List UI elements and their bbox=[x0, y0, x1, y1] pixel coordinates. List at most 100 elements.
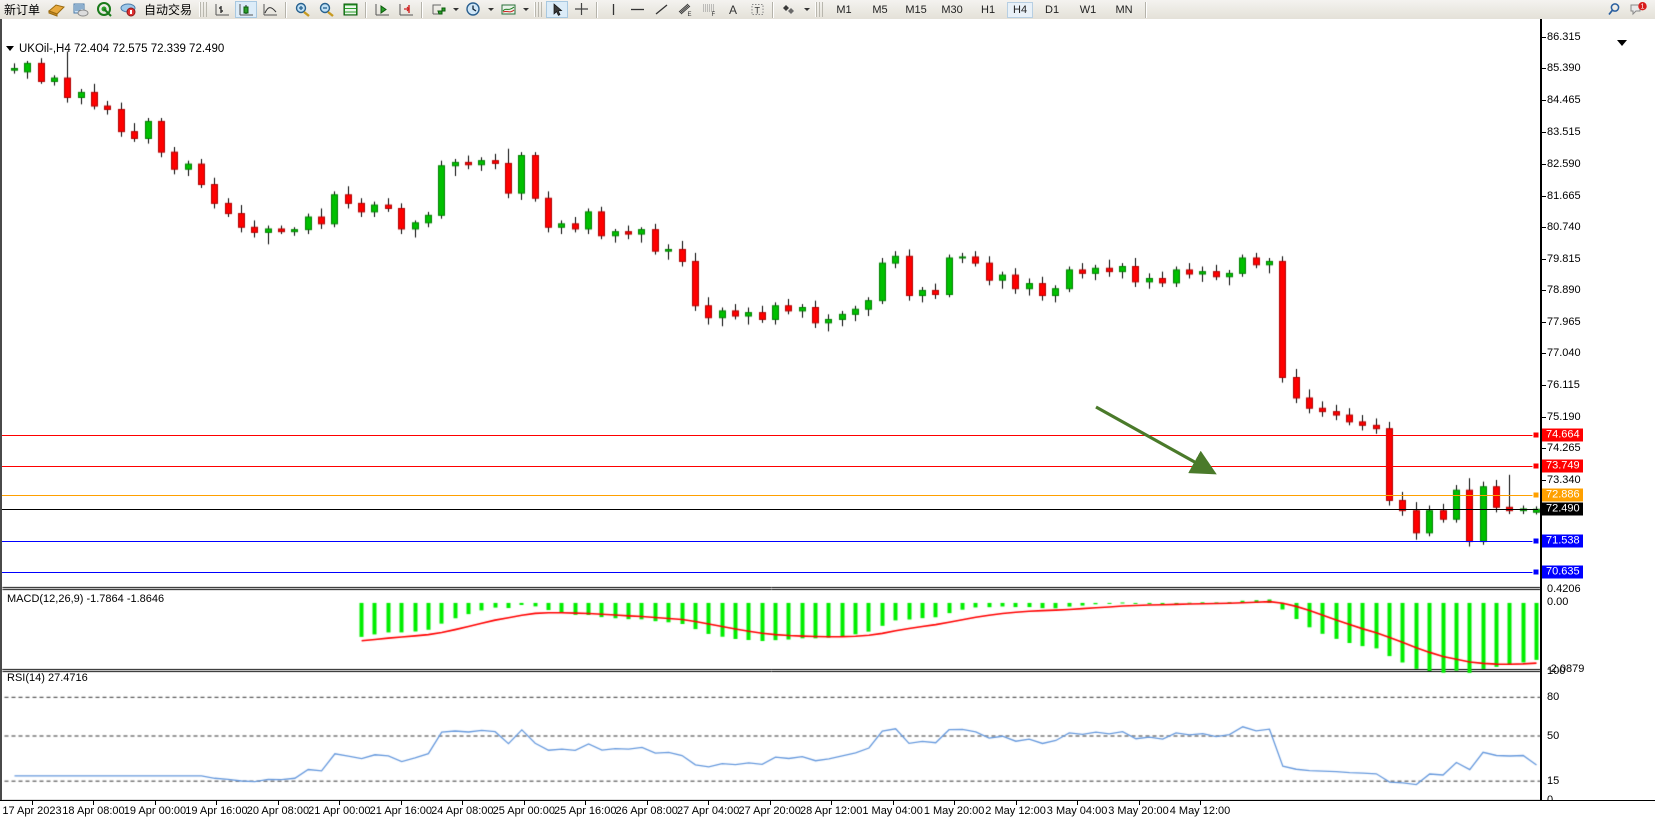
time-tick-mark bbox=[523, 801, 525, 805]
fibonacci-icon[interactable]: F bbox=[698, 1, 720, 18]
timeframe-m15[interactable]: M15 bbox=[905, 3, 927, 16]
price-tick: 83.515 bbox=[1542, 126, 1581, 138]
period-icon[interactable] bbox=[462, 1, 484, 18]
tick-mark bbox=[1542, 290, 1546, 292]
trend-arrow-annotation[interactable] bbox=[1092, 403, 1222, 483]
toolbar-separator bbox=[772, 1, 775, 18]
rsi-tick: 15 bbox=[1547, 774, 1560, 787]
bar-chart-icon[interactable] bbox=[211, 1, 233, 18]
time-tick-label: 18 Apr 08:00 bbox=[62, 805, 125, 817]
timeframe-m30[interactable]: M30 bbox=[941, 3, 963, 16]
panel-collapse-icon[interactable] bbox=[1617, 40, 1627, 46]
svg-text:F: F bbox=[711, 12, 715, 17]
new-order-button[interactable]: 新订单 bbox=[4, 3, 41, 17]
price-tick: 76.115 bbox=[1542, 379, 1580, 391]
timeframe-d1[interactable]: D1 bbox=[1045, 3, 1060, 16]
price-level-handle[interactable] bbox=[1532, 491, 1540, 499]
chevron-down-icon[interactable] bbox=[520, 1, 531, 18]
data-window-icon[interactable] bbox=[339, 1, 361, 18]
price-tick: 78.890 bbox=[1542, 284, 1581, 296]
trendline-icon[interactable] bbox=[650, 1, 672, 18]
chart-area[interactable]: UKOil-,H4 72.404 72.575 72.339 72.490 MA… bbox=[0, 19, 1655, 823]
shapes-icon[interactable] bbox=[778, 1, 800, 18]
timeframe-mn[interactable]: MN bbox=[1115, 3, 1133, 16]
timeframe-m5[interactable]: M5 bbox=[872, 3, 888, 16]
price-level-badge[interactable]: 72.886 bbox=[1542, 488, 1583, 502]
macd-tick: -2.0879 bbox=[1547, 663, 1585, 675]
price-level-line[interactable] bbox=[2, 541, 1538, 543]
timeframe-w1[interactable]: W1 bbox=[1079, 3, 1097, 16]
time-axis[interactable]: 17 Apr 2023 18 Apr 08:00 19 Apr 00:00 19 Ap… bbox=[0, 800, 1655, 824]
rsi-indicator-label[interactable]: RSI(14) 27.4716 bbox=[7, 672, 88, 684]
zoom-in-icon[interactable] bbox=[291, 1, 313, 18]
crosshair-icon[interactable] bbox=[570, 1, 592, 18]
toolbar-separator bbox=[1145, 1, 1148, 18]
price-level-line[interactable] bbox=[2, 572, 1538, 574]
zoom-out-icon[interactable] bbox=[315, 1, 337, 18]
macd-tick: 0.00 bbox=[1547, 596, 1569, 609]
cursor-icon[interactable] bbox=[546, 1, 569, 18]
chart-shift-icon[interactable] bbox=[395, 1, 417, 18]
auto-trading-button[interactable]: 自动交易 bbox=[144, 3, 193, 17]
chevron-down-icon[interactable] bbox=[801, 1, 812, 18]
macd-tick: 0.4206 bbox=[1547, 583, 1581, 595]
time-tick-mark bbox=[585, 801, 587, 805]
time-tick-mark bbox=[277, 801, 279, 805]
price-level-handle[interactable] bbox=[1532, 462, 1540, 470]
price-level-badge[interactable]: 71.538 bbox=[1542, 534, 1583, 548]
alerts-icon[interactable]: 1 bbox=[1627, 1, 1649, 18]
chart-title-bar[interactable]: UKOil-,H4 72.404 72.575 72.339 72.490 bbox=[6, 42, 224, 55]
chevron-down-icon[interactable] bbox=[450, 1, 461, 18]
price-level-line[interactable] bbox=[2, 495, 1538, 497]
tick-mark bbox=[1542, 353, 1546, 355]
search-icon[interactable] bbox=[1603, 1, 1625, 18]
svg-text:T: T bbox=[754, 6, 760, 16]
price-level-line[interactable] bbox=[2, 434, 1538, 436]
price-level-line[interactable] bbox=[2, 508, 1538, 510]
price-level-handle[interactable] bbox=[1532, 431, 1540, 439]
price-level-line[interactable] bbox=[2, 465, 1538, 467]
toolbar-grip[interactable] bbox=[815, 2, 824, 17]
time-tick-mark bbox=[400, 801, 402, 805]
rsi-tick: 80 bbox=[1547, 690, 1560, 703]
chevron-down-icon[interactable] bbox=[485, 1, 496, 18]
timeframe-h4[interactable]: H4 bbox=[1007, 1, 1034, 18]
candlestick-icon[interactable] bbox=[235, 1, 258, 18]
equidistant-channel-icon[interactable]: E bbox=[674, 1, 696, 18]
horizontal-line-icon[interactable] bbox=[626, 1, 648, 18]
timeframe-m1[interactable]: M1 bbox=[836, 3, 852, 16]
price-level-badge[interactable]: 72.490 bbox=[1542, 502, 1583, 516]
rsi-tick: 100 bbox=[1547, 665, 1566, 677]
templates-icon[interactable] bbox=[497, 1, 519, 18]
time-tick-mark bbox=[831, 801, 833, 805]
signal-icon[interactable] bbox=[93, 1, 115, 18]
text-icon[interactable]: T bbox=[746, 1, 768, 18]
toolbar-grip[interactable] bbox=[199, 2, 208, 17]
price-level-badge[interactable]: 70.635 bbox=[1542, 565, 1583, 579]
tick-mark bbox=[1542, 132, 1546, 134]
timeframe-h1[interactable]: H1 bbox=[981, 3, 996, 16]
add-indicator-icon[interactable] bbox=[427, 1, 449, 18]
macd-indicator-label[interactable]: MACD(12,26,9) -1.7864 -1.8646 bbox=[7, 593, 165, 605]
price-tick: 80.740 bbox=[1542, 221, 1581, 233]
tick-mark bbox=[1542, 416, 1546, 418]
chart-menu-triangle-icon[interactable] bbox=[6, 46, 14, 51]
auto-trading-icon[interactable] bbox=[117, 1, 139, 18]
time-tick-label: 25 Apr 16:00 bbox=[554, 805, 617, 817]
price-tick: 73.340 bbox=[1542, 474, 1581, 486]
toolbar-grip[interactable] bbox=[534, 2, 543, 17]
text-label-icon[interactable]: A bbox=[722, 1, 744, 18]
price-level-handle[interactable] bbox=[1532, 568, 1540, 576]
vertical-line-icon[interactable] bbox=[602, 1, 624, 18]
account-icon[interactable] bbox=[45, 1, 67, 18]
time-tick-mark bbox=[216, 801, 218, 805]
news-icon[interactable] bbox=[69, 1, 91, 18]
auto-scroll-icon[interactable] bbox=[371, 1, 393, 18]
price-level-badge[interactable]: 73.749 bbox=[1542, 459, 1583, 473]
time-tick-label: 27 Apr 20:00 bbox=[738, 805, 801, 817]
line-chart-icon[interactable] bbox=[259, 1, 281, 18]
main-toolbar: 新订单 自动交易 bbox=[0, 0, 1655, 20]
price-level-handle[interactable] bbox=[1532, 537, 1540, 545]
price-level-badge[interactable]: 74.664 bbox=[1542, 428, 1583, 442]
chart-canvas[interactable] bbox=[2, 19, 1655, 823]
